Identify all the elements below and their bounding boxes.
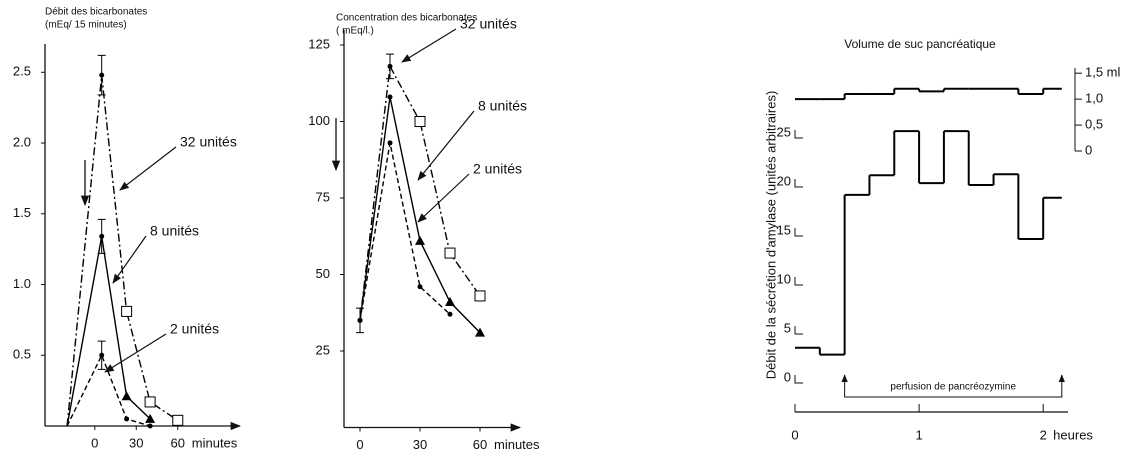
x-tick-label: 60 <box>171 435 185 450</box>
marker <box>444 247 456 259</box>
y-tick <box>794 326 803 335</box>
series-label: 32 unités <box>180 134 237 150</box>
y-tick <box>794 375 803 384</box>
x-axis-label: heures <box>1053 427 1093 442</box>
x-axis-label: minutes <box>192 435 238 450</box>
x-axis-label: minutes <box>494 437 540 452</box>
y-tick <box>794 130 803 139</box>
series-line <box>66 236 151 427</box>
marker <box>415 235 425 245</box>
series-line <box>359 142 451 321</box>
series-label: 32 unités <box>460 16 517 32</box>
annotation-arrow <box>112 235 147 284</box>
y2-tick-label: 1,5 ml <box>1085 65 1121 80</box>
y-tick-label: 1.0 <box>13 276 31 291</box>
y-tick-label: 2.5 <box>13 64 31 79</box>
marker <box>145 413 156 423</box>
error-bar <box>386 53 394 80</box>
x-tick-label: 30 <box>129 435 143 450</box>
marker <box>445 297 455 307</box>
marker <box>172 414 184 426</box>
y-tick-label: 10 <box>777 271 791 286</box>
y-tick-label: 15 <box>777 222 791 237</box>
x-tick-label: 0 <box>356 437 363 452</box>
chart-title: Débit des bicarbonates <box>45 7 147 18</box>
marker <box>447 311 453 317</box>
marker <box>387 94 393 100</box>
marker <box>387 140 393 146</box>
marker <box>417 284 423 290</box>
y-tick-label: 50 <box>316 266 330 281</box>
marker <box>124 416 130 422</box>
annotation-arrow <box>417 173 470 223</box>
y-tick-label: 25 <box>316 342 330 357</box>
series-line <box>66 353 151 427</box>
y-tick-label: 1.5 <box>13 205 31 220</box>
x-tick-label: 0 <box>791 427 798 442</box>
series-line <box>66 75 179 427</box>
y-tick-label: 100 <box>308 113 330 128</box>
y-tick-label: 75 <box>316 189 330 204</box>
y-tick-label: 20 <box>777 173 791 188</box>
y2-tick-label: 1,0 <box>1085 91 1103 106</box>
y-tick-label: 0 <box>784 369 791 384</box>
series-label: 2 unités <box>473 161 522 177</box>
annotation-arrow <box>104 333 167 373</box>
x-tick-label: 60 <box>473 437 487 452</box>
error-bar <box>97 340 106 370</box>
marker <box>121 391 132 401</box>
y-tick <box>794 179 803 188</box>
y-tick-label: 2.0 <box>13 134 31 149</box>
marker <box>121 305 133 317</box>
chart-subtitle: (mEq/ 15 minutes) <box>45 20 127 31</box>
marker <box>144 396 156 408</box>
y-tick-label: 5 <box>784 320 791 335</box>
perfusion-bracket <box>841 374 1065 398</box>
y2-tick-label: 0,5 <box>1085 117 1103 132</box>
error-bar <box>97 54 106 96</box>
series-label: 8 unités <box>150 223 199 239</box>
x-tick-label: 0 <box>91 435 98 450</box>
y-tick-label: 125 <box>308 36 330 51</box>
x-tick-label: 1 <box>915 427 922 442</box>
marker <box>474 290 486 302</box>
y-tick-label: 0.5 <box>13 347 31 362</box>
error-bar <box>97 218 106 254</box>
y-tick-label: 25 <box>777 124 791 139</box>
x-tick-label: 30 <box>413 437 427 452</box>
series-label: 8 unités <box>478 98 527 114</box>
chart-title: Concentration des bicarbonates <box>336 13 477 24</box>
annotation-arrow <box>119 146 177 191</box>
y-tick <box>794 228 803 237</box>
y-axis-label: Débit de la sécrétion d'amylase (unités … <box>763 91 778 380</box>
x-tick-label: 2 <box>1040 427 1047 442</box>
marker <box>414 116 426 127</box>
marker <box>357 317 363 323</box>
annotation-arrow <box>401 28 457 63</box>
chart-subtitle: ( mEq/l.) <box>336 26 374 37</box>
y2-tick-label: 0 <box>1085 142 1092 157</box>
series-label: 2 unités <box>170 321 219 337</box>
annotation-arrow <box>417 110 475 181</box>
series-line <box>359 64 481 321</box>
marker <box>475 327 485 337</box>
marker <box>147 423 153 429</box>
annotation: perfusion de pancréozymine <box>890 382 1016 393</box>
chart-title: Volume de suc pancréatique <box>844 37 996 51</box>
y-tick <box>794 277 803 286</box>
